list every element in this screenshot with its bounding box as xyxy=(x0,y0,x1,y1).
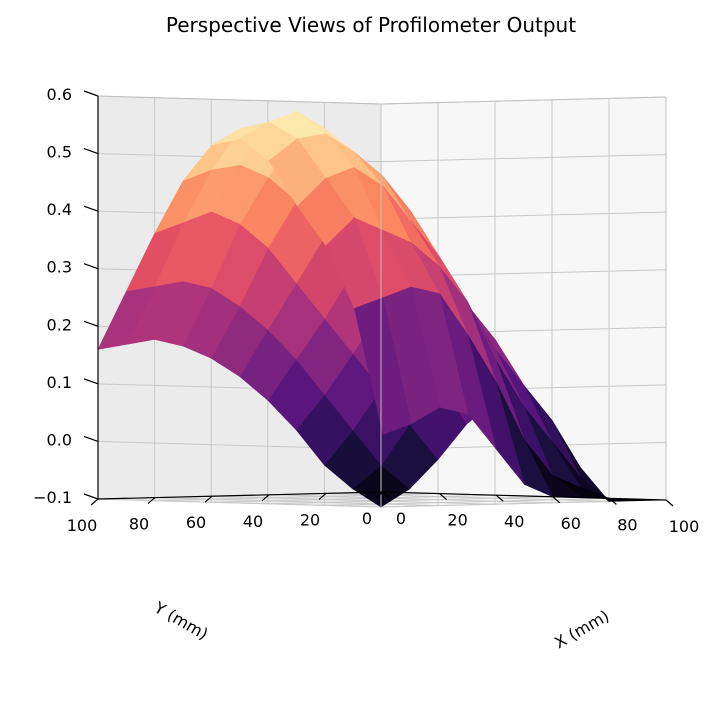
pane-edge xyxy=(380,96,667,105)
x-tick-label: 60 xyxy=(561,514,581,533)
y-tick-mark xyxy=(375,491,384,499)
grid-line-z xyxy=(97,498,382,508)
z-tick-mark xyxy=(83,263,99,270)
pane-edge xyxy=(97,95,382,105)
y-tick-label: 20 xyxy=(300,510,320,529)
z-tick-label: 0.3 xyxy=(47,258,72,277)
grid-line-x-floor xyxy=(324,497,610,506)
grid-line-x-floor xyxy=(211,494,497,503)
x-tick-label: 20 xyxy=(447,511,467,530)
y-tick-label: 100 xyxy=(67,516,98,535)
y-tick-label: 40 xyxy=(243,512,263,531)
grid-line-z xyxy=(380,154,667,163)
z-tick-mark xyxy=(83,90,99,97)
z-tick-label: −0.1 xyxy=(33,488,72,507)
y-tick-label: 80 xyxy=(129,515,149,534)
y-tick-mark xyxy=(90,498,99,506)
x-tick-mark xyxy=(665,499,674,507)
y-tick-mark xyxy=(147,497,156,505)
surface-patch xyxy=(354,297,412,435)
z-tick-label: 0.2 xyxy=(47,315,72,334)
z-tick-mark xyxy=(83,435,99,442)
y-tick-mark xyxy=(318,492,327,500)
z-tick-mark xyxy=(83,148,99,155)
z-tick-label: 0.6 xyxy=(47,85,72,104)
x-tick-mark xyxy=(495,494,504,502)
grid-line-z xyxy=(380,211,667,220)
x-tick-label: 80 xyxy=(617,515,637,534)
z-tick-mark xyxy=(83,205,99,212)
x-tick-label: 0 xyxy=(396,509,406,528)
tick-marks: 0 20 40 60 80 100 0 20 40 60 80 100 −0.1 0.0 0.1 0.2 0.3… xyxy=(33,85,699,536)
y-tick-label: 60 xyxy=(186,513,206,532)
z-tick-label: 0.5 xyxy=(47,143,72,162)
z-tick-mark xyxy=(83,320,99,327)
grid-line-y-floor xyxy=(211,495,496,505)
z-tick-label: 0.1 xyxy=(47,373,72,392)
y-tick-mark xyxy=(204,495,213,503)
x-tick-mark xyxy=(609,497,617,505)
grid-line-y-floor xyxy=(154,497,439,507)
x-tick-mark xyxy=(382,491,391,499)
grid-line-y-floor xyxy=(268,494,553,504)
z-tick-label: 0.0 xyxy=(47,430,72,449)
surface-mesh xyxy=(97,111,667,508)
x-tick-label: 100 xyxy=(669,517,700,536)
x-axis-line xyxy=(382,491,667,501)
x-tick-mark xyxy=(439,493,447,501)
grid-line-x-floor xyxy=(267,496,553,505)
chart-title: Perspective Views of Profilometer Output xyxy=(166,13,576,37)
y-tick-mark xyxy=(261,494,270,502)
axis-lines xyxy=(97,95,667,507)
y-axis-line xyxy=(97,491,384,500)
x-tick-mark xyxy=(552,496,561,504)
z-tick-mark xyxy=(83,493,99,500)
z-tick-label: 0.4 xyxy=(47,200,72,219)
z-tick-mark xyxy=(83,378,99,385)
y-tick-label: 0 xyxy=(362,509,372,528)
x-tick-label: 40 xyxy=(504,512,524,531)
